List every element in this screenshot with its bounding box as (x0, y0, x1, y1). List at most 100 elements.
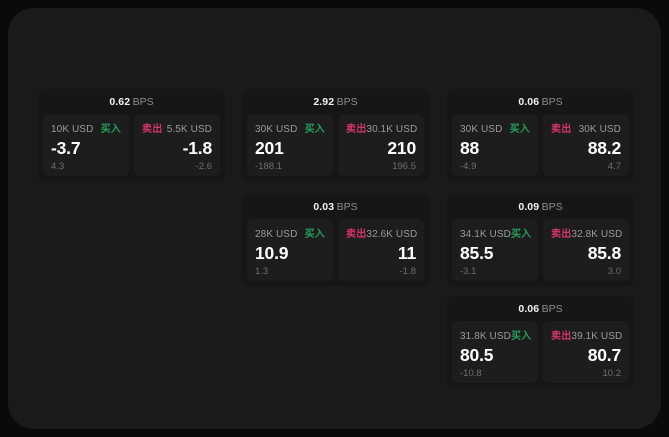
sell-delta: 10.2 (602, 368, 622, 379)
bps-value: 0.06 (518, 96, 540, 108)
quote-panels: 10K USD 买入 -3.7 4.3 卖出 5.5K USD -1.8 -2.… (43, 114, 220, 176)
sell-side-label: 卖出 (346, 229, 367, 240)
sell-side-label: 卖出 (142, 124, 163, 135)
sell-price: 210 (387, 138, 416, 158)
buy-delta: 4.3 (51, 161, 65, 172)
sell-quote-panel[interactable]: 卖出 5.5K USD -1.8 -2.6 (134, 114, 220, 176)
bps-value: 0.06 (518, 303, 540, 315)
sell-size-label: 32.8K USD (571, 229, 623, 240)
sell-quote-panel[interactable]: 卖出 32.6K USD 11 -1.8 (338, 219, 424, 281)
buy-delta: -3.1 (460, 266, 477, 277)
bps-unit: BPS (132, 96, 154, 108)
sell-panel-header: 卖出 30K USD (551, 120, 621, 135)
bps-unit: BPS (336, 201, 358, 213)
sell-side-label: 卖出 (551, 331, 572, 342)
buy-quote-panel[interactable]: 31.8K USD 买入 80.5 -10.8 (452, 321, 538, 383)
bps-value: 0.03 (313, 201, 335, 213)
quote-card[interactable]: 2.92 BPS 30K USD 买入 201 -188.1 卖出 (242, 89, 429, 181)
sell-price: 80.7 (587, 345, 621, 365)
buy-quote-panel[interactable]: 30K USD 买入 88 -4.9 (452, 114, 538, 176)
sell-size-label: 32.6K USD (366, 229, 418, 240)
buy-side-label: 买入 (100, 124, 121, 135)
buy-price: 201 (255, 138, 284, 158)
sell-panel-header: 卖出 32.6K USD (346, 225, 418, 240)
sell-price: -1.8 (182, 138, 213, 158)
sell-price: 11 (397, 243, 416, 263)
quote-card[interactable]: 0.62 BPS 10K USD 买入 -3.7 4.3 卖出 (38, 89, 225, 181)
sell-size-label: 39.1K USD (571, 331, 623, 342)
bps-unit: BPS (541, 303, 563, 315)
sell-delta: -1.8 (399, 266, 416, 277)
card-bps-header: 0.06 BPS (447, 89, 634, 113)
buy-size-label: 30K USD (255, 124, 298, 135)
quote-card[interactable]: 0.06 BPS 31.8K USD 买入 80.5 -10.8 卖出 (447, 296, 634, 388)
quote-board-container: 0.62 BPS 10K USD 买入 -3.7 4.3 卖出 (8, 8, 661, 429)
buy-size-label: 34.1K USD (460, 229, 511, 240)
buy-panel-header: 34.1K USD 买入 (460, 225, 532, 240)
buy-price: 88 (460, 138, 480, 158)
buy-side-label: 买入 (304, 124, 325, 135)
sell-quote-panel[interactable]: 卖出 32.8K USD 85.8 3.0 (543, 219, 629, 281)
buy-side-label: 买入 (510, 229, 532, 240)
buy-panel-header: 30K USD 买入 (255, 120, 325, 135)
quote-card[interactable]: 0.06 BPS 30K USD 买入 88 -4.9 卖出 (447, 89, 634, 181)
quote-panels: 34.1K USD 买入 85.5 -3.1 卖出 32.8K USD 85.8… (452, 219, 629, 281)
buy-delta: -4.9 (460, 161, 477, 172)
buy-panel-header: 30K USD 买入 (460, 120, 530, 135)
buy-delta: 1.3 (255, 266, 269, 277)
buy-delta: -10.8 (460, 368, 482, 379)
bps-value: 0.62 (109, 96, 131, 108)
quote-panels: 30K USD 买入 88 -4.9 卖出 30K USD 88.2 4.7 (452, 114, 629, 176)
card-bps-header: 0.03 BPS (242, 194, 429, 218)
bps-value: 2.92 (313, 96, 335, 108)
sell-side-label: 卖出 (551, 124, 572, 135)
buy-price: 80.5 (460, 345, 494, 365)
sell-side-label: 卖出 (551, 229, 572, 240)
buy-price: 10.9 (255, 243, 289, 263)
sell-quote-panel[interactable]: 卖出 30K USD 88.2 4.7 (543, 114, 629, 176)
buy-side-label: 买入 (510, 331, 532, 342)
buy-side-label: 买入 (509, 124, 530, 135)
buy-quote-panel[interactable]: 30K USD 买入 201 -188.1 (247, 114, 333, 176)
sell-delta: 4.7 (607, 161, 621, 172)
bps-value: 0.09 (518, 201, 540, 213)
buy-price: 85.5 (460, 243, 494, 263)
quote-panels: 31.8K USD 买入 80.5 -10.8 卖出 39.1K USD 80.… (452, 321, 629, 383)
buy-quote-panel[interactable]: 10K USD 买入 -3.7 4.3 (43, 114, 129, 176)
sell-delta: 3.0 (607, 266, 621, 277)
sell-panel-header: 卖出 30.1K USD (346, 120, 418, 135)
buy-panel-header: 28K USD 买入 (255, 225, 325, 240)
buy-price: -3.7 (51, 138, 81, 158)
buy-quote-panel[interactable]: 28K USD 买入 10.9 1.3 (247, 219, 333, 281)
buy-size-label: 30K USD (460, 124, 503, 135)
card-bps-header: 0.62 BPS (38, 89, 225, 113)
bps-unit: BPS (541, 96, 563, 108)
sell-panel-header: 卖出 5.5K USD (142, 120, 212, 135)
sell-side-label: 卖出 (346, 124, 367, 135)
buy-size-label: 28K USD (255, 229, 298, 240)
sell-size-label: 30.1K USD (366, 124, 418, 135)
sell-panel-header: 卖出 39.1K USD (551, 327, 623, 342)
quote-card[interactable]: 0.03 BPS 28K USD 买入 10.9 1.3 卖出 (242, 194, 429, 286)
quote-panels: 28K USD 买入 10.9 1.3 卖出 32.6K USD 11 -1.8 (247, 219, 424, 281)
quote-card[interactable]: 0.09 BPS 34.1K USD 买入 85.5 -3.1 卖出 (447, 194, 634, 286)
buy-quote-panel[interactable]: 34.1K USD 买入 85.5 -3.1 (452, 219, 538, 281)
sell-delta: -2.6 (195, 161, 212, 172)
sell-delta: 196.5 (392, 161, 416, 172)
sell-panel-header: 卖出 32.8K USD (551, 225, 623, 240)
quote-panels: 30K USD 买入 201 -188.1 卖出 30.1K USD 210 1… (247, 114, 424, 176)
buy-panel-header: 10K USD 买入 (51, 120, 121, 135)
bps-unit: BPS (541, 201, 563, 213)
quote-card-grid: 0.62 BPS 10K USD 买入 -3.7 4.3 卖出 (38, 81, 638, 401)
sell-price: 85.8 (587, 243, 621, 263)
card-bps-header: 0.06 BPS (447, 296, 634, 320)
card-bps-header: 0.09 BPS (447, 194, 634, 218)
sell-size-label: 5.5K USD (166, 124, 212, 135)
buy-delta: -188.1 (255, 161, 282, 172)
sell-quote-panel[interactable]: 卖出 30.1K USD 210 196.5 (338, 114, 424, 176)
card-bps-header: 2.92 BPS (242, 89, 429, 113)
sell-price: 88.2 (587, 138, 621, 158)
sell-quote-panel[interactable]: 卖出 39.1K USD 80.7 10.2 (543, 321, 629, 383)
bps-unit: BPS (336, 96, 358, 108)
buy-size-label: 10K USD (51, 124, 94, 135)
